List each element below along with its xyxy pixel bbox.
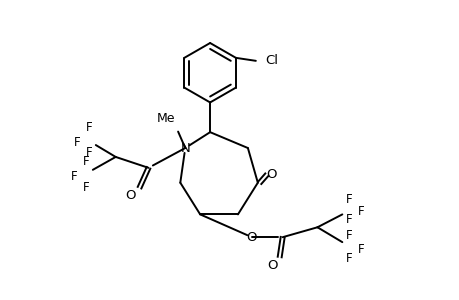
Text: O: O [125,189,135,202]
Text: F: F [345,193,352,206]
Text: F: F [357,205,364,218]
Text: O: O [267,260,277,272]
Text: Cl: Cl [264,54,277,67]
Text: F: F [71,170,77,183]
Text: F: F [85,146,92,160]
Text: O: O [246,231,257,244]
Text: N: N [180,142,190,154]
Text: F: F [73,136,80,148]
Text: F: F [345,213,352,226]
Text: O: O [266,168,276,181]
Text: F: F [345,229,352,242]
Text: F: F [345,253,352,266]
Text: Me: Me [157,112,175,125]
Text: F: F [85,121,92,134]
Text: F: F [357,243,364,256]
Text: F: F [82,181,89,194]
Text: F: F [82,155,89,168]
